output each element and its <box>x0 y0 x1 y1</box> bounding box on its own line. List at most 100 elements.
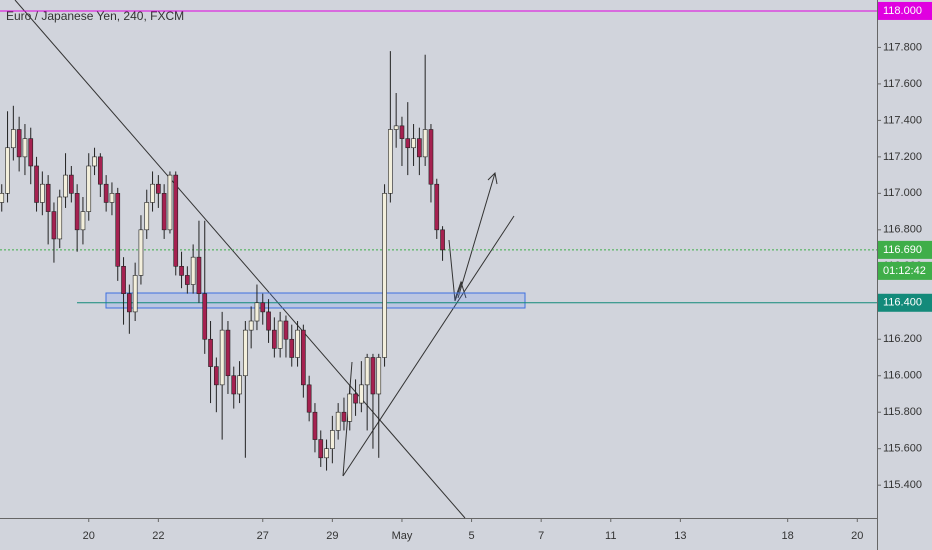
y-tick-label: 117.400 <box>883 114 922 126</box>
candle-body <box>69 174 74 194</box>
x-tick-label: 18 <box>782 530 794 542</box>
candle-body <box>167 174 173 231</box>
candle-body <box>283 320 289 340</box>
candle-body <box>40 183 45 203</box>
last-price-label: 116.690 <box>883 244 922 256</box>
x-tick-label: 5 <box>468 530 474 542</box>
candle-body <box>277 320 283 349</box>
countdown: 01:12:42 <box>883 265 926 277</box>
arrow-path <box>448 239 463 302</box>
candle-body <box>341 411 347 422</box>
candle-body <box>330 430 335 449</box>
y-tick-label: 116.800 <box>883 224 922 236</box>
candle-body <box>353 393 358 404</box>
candle-body <box>382 193 387 358</box>
candle-body <box>289 338 295 358</box>
candle-body <box>63 174 68 198</box>
candle-body <box>434 183 440 231</box>
candle-body <box>156 183 161 194</box>
candle-body <box>266 311 271 331</box>
x-tick-label: May <box>392 530 413 542</box>
candle-body <box>11 129 16 149</box>
candle-body <box>254 302 260 322</box>
x-tick-label: 7 <box>538 530 544 542</box>
candle-body <box>237 375 242 395</box>
drawings <box>14 0 526 519</box>
trend-line <box>342 215 515 477</box>
y-tick-label: 115.400 <box>883 479 922 491</box>
candle-body <box>335 411 341 431</box>
candle-body <box>51 211 57 240</box>
candle-body <box>103 183 109 203</box>
candle-body <box>208 338 213 367</box>
candle-body <box>138 229 144 276</box>
arrow-head <box>487 171 498 185</box>
candle-body <box>98 156 103 185</box>
candle-body <box>295 329 300 358</box>
candle-body <box>121 265 126 294</box>
candle-body <box>359 384 364 404</box>
candle-body <box>161 193 167 231</box>
candle-body <box>272 329 277 349</box>
candle-body <box>405 138 411 149</box>
candle-body <box>347 393 353 422</box>
candle-body <box>324 448 329 459</box>
candle-body <box>202 293 208 340</box>
candle-body <box>260 302 266 313</box>
candle-body <box>45 183 51 212</box>
candle-body <box>411 138 416 149</box>
candle-body <box>86 165 92 212</box>
candle-body <box>185 275 190 285</box>
candle-body <box>214 366 219 386</box>
level-tag <box>878 1 932 20</box>
candle-body <box>306 384 312 413</box>
candle-body <box>115 193 121 267</box>
candle-body <box>364 357 370 386</box>
x-tick-label: 20 <box>83 530 95 542</box>
candle-body <box>0 193 5 203</box>
candle-body <box>74 193 80 231</box>
y-tick-label: 117.200 <box>883 151 922 163</box>
x-tick-label: 27 <box>257 530 269 542</box>
candle-body <box>22 138 28 158</box>
countdown-tag <box>878 261 932 280</box>
candle-body <box>5 147 10 194</box>
candle-body <box>196 256 202 294</box>
trend-line <box>14 0 466 519</box>
candle-body <box>144 202 150 231</box>
y-tick-label: 117.800 <box>883 41 922 53</box>
candle-body <box>80 211 86 231</box>
candle-body <box>16 129 22 158</box>
candle-body <box>150 183 155 203</box>
candle-body <box>231 375 237 395</box>
arrow-path <box>457 172 496 299</box>
x-tick-label: 11 <box>605 530 616 542</box>
x-tick-label: 13 <box>674 530 686 542</box>
candle-body <box>312 411 318 440</box>
candle-body <box>370 357 376 395</box>
candle-body <box>109 193 115 203</box>
candle-body <box>219 329 225 386</box>
candle-body <box>243 329 248 377</box>
candle-body <box>393 125 399 130</box>
zone-box <box>105 292 526 309</box>
candle-body <box>92 156 97 167</box>
level-label: 116.400 <box>883 297 922 309</box>
candle-body <box>225 329 231 377</box>
y-tick-label: 115.800 <box>883 406 922 418</box>
chart-title: Euro / Japanese Yen, 240, FXCM <box>6 9 184 23</box>
candle-body <box>57 196 63 240</box>
candle-body <box>179 265 184 276</box>
candle-body <box>440 229 445 251</box>
candle-body <box>417 138 422 158</box>
y-tick-label: 115.600 <box>883 443 922 455</box>
y-tick-label: 117.600 <box>883 78 922 90</box>
candle-body <box>190 256 196 285</box>
candle-body <box>318 439 324 459</box>
candle-body <box>422 129 428 158</box>
x-tick-label: 20 <box>851 530 863 542</box>
candle-body <box>173 174 179 267</box>
level-tag <box>878 293 932 312</box>
